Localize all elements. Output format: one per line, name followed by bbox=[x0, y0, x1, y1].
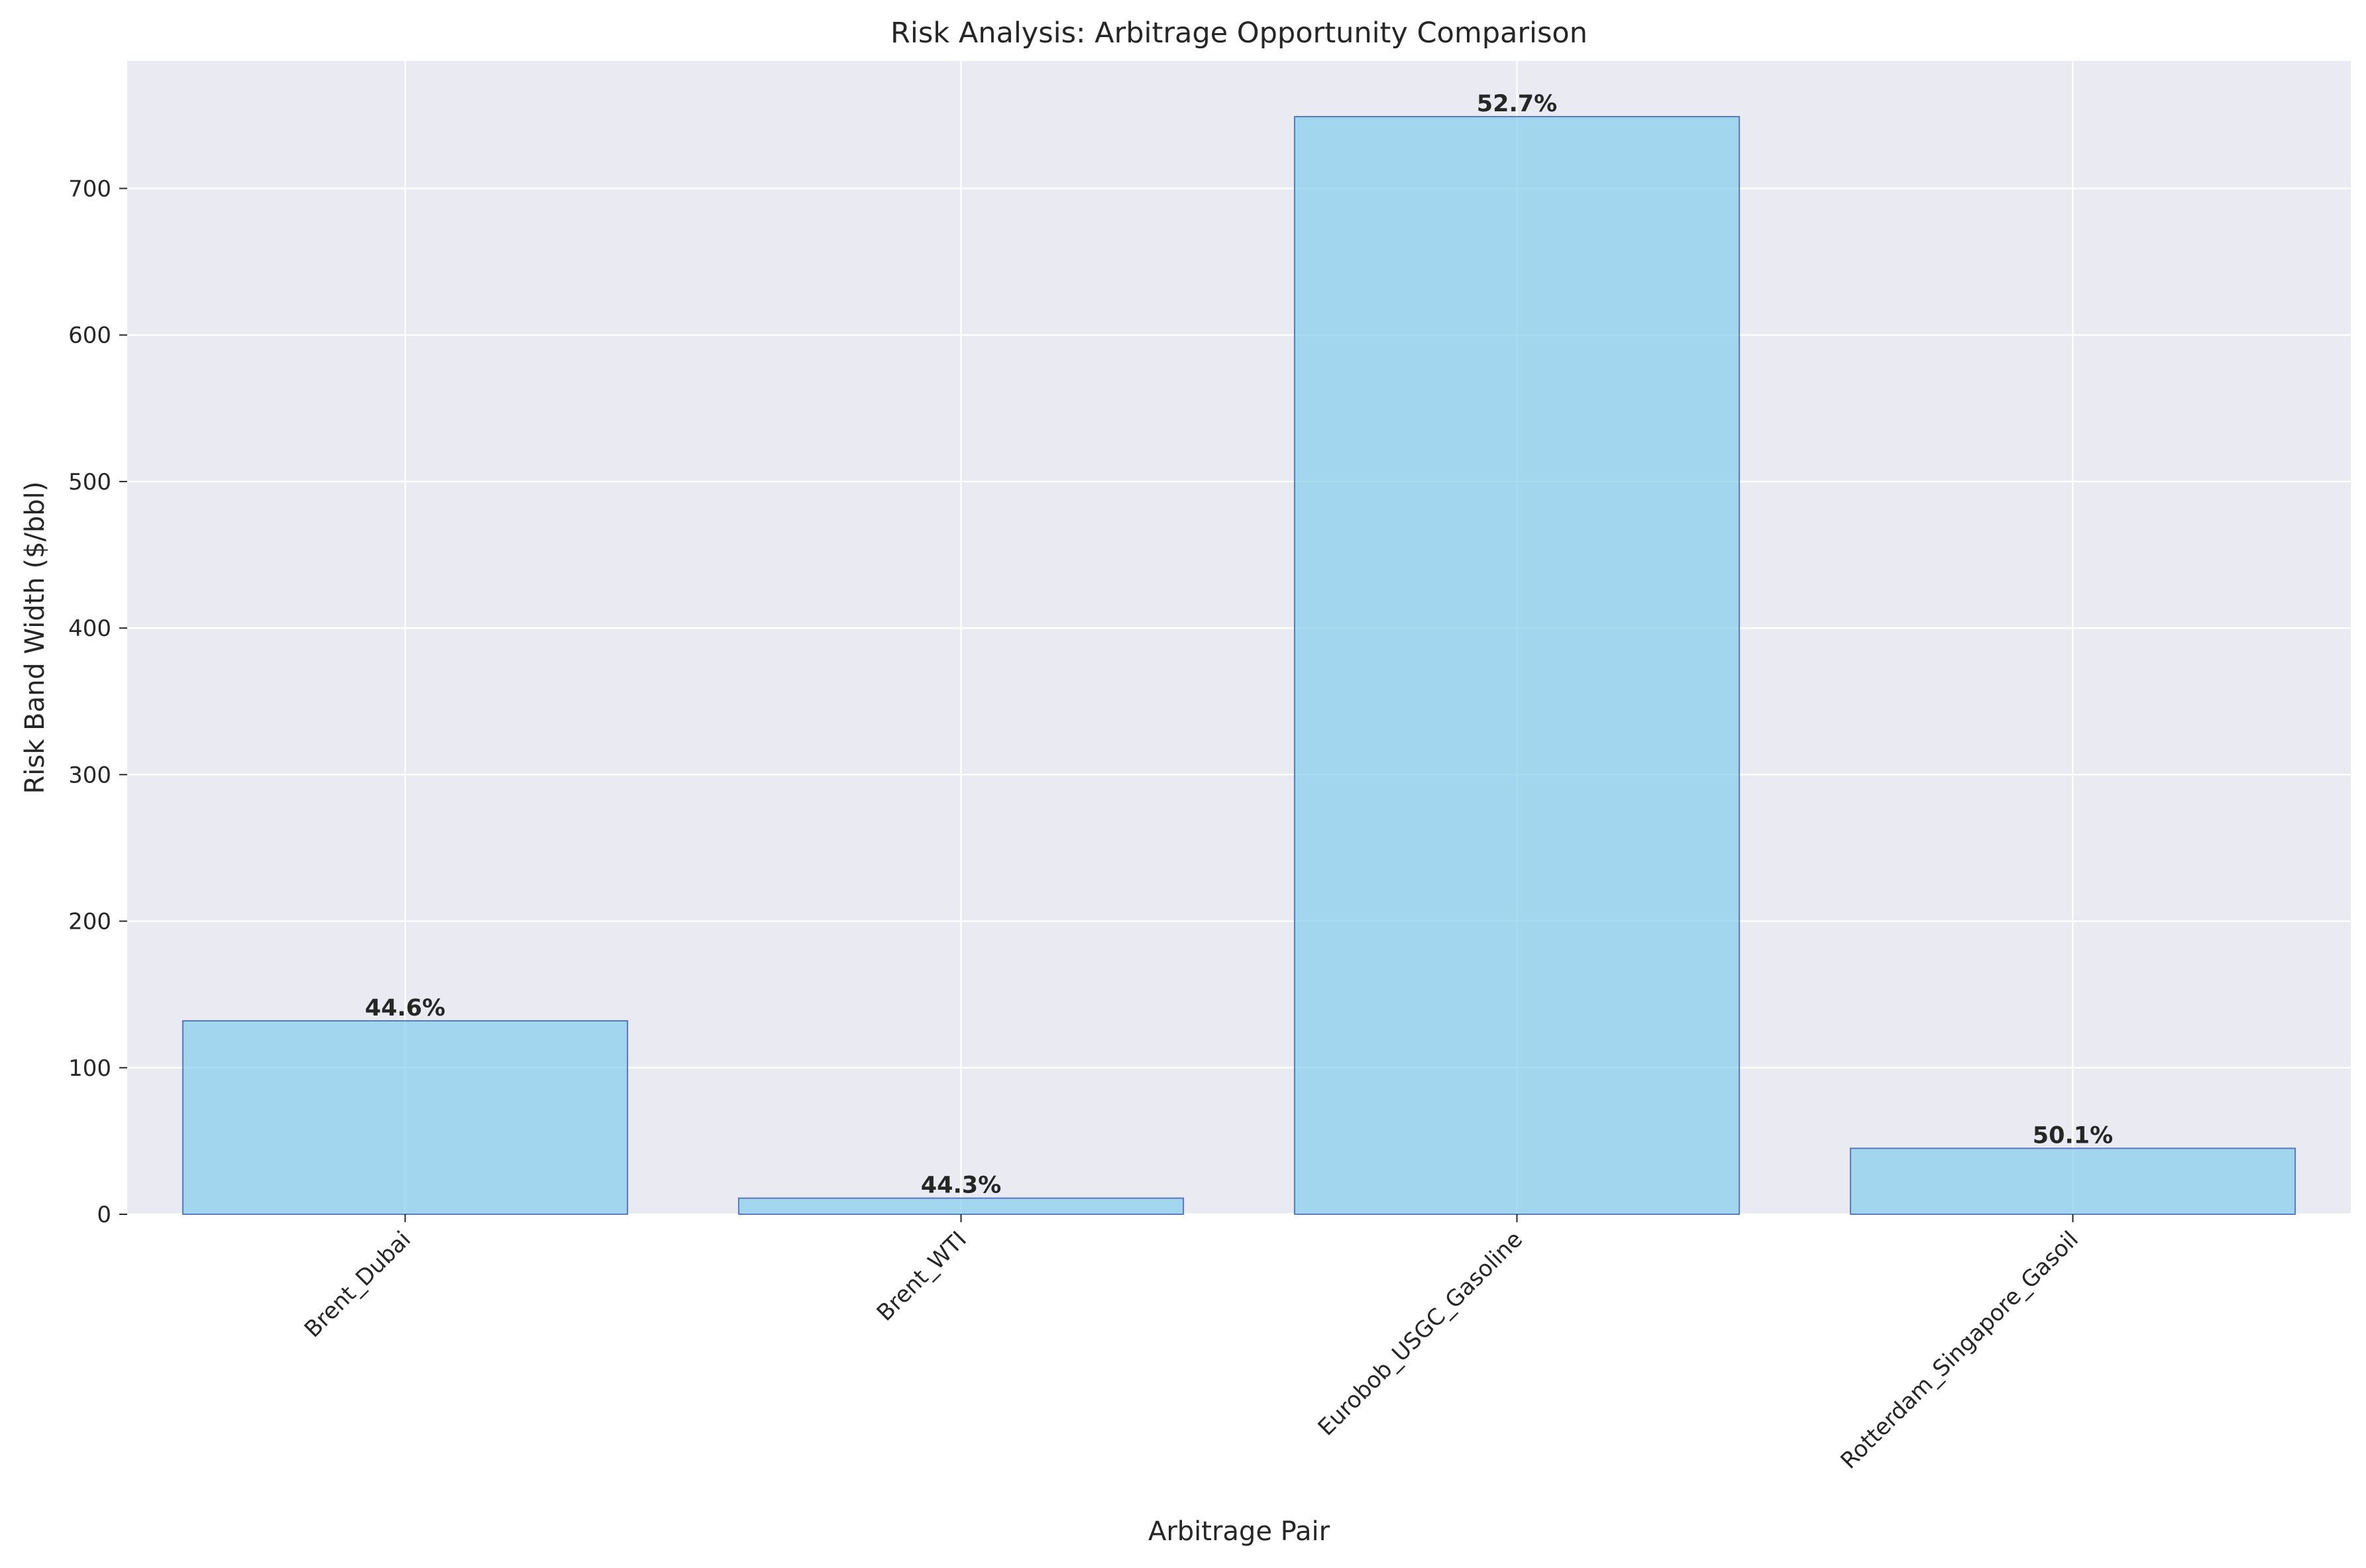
bar-value-label: 50.1% bbox=[2033, 1122, 2113, 1149]
x-axis-ticks: Brent_Dubai Brent_WTI Eurobob_USGC_Gasolin… bbox=[299, 1214, 2084, 1475]
bar-value-label: 44.3% bbox=[921, 1173, 1001, 1199]
x-tick-label: Eurobob_USGC_Gasoline bbox=[1313, 1226, 1528, 1441]
x-tick-label: Brent_Dubai bbox=[299, 1226, 416, 1343]
y-tick-label: 600 bbox=[68, 323, 111, 349]
y-tick-label: 100 bbox=[68, 1055, 111, 1082]
y-tick-label: 0 bbox=[97, 1202, 111, 1228]
y-tick-label: 500 bbox=[68, 469, 111, 496]
chart-title: Risk Analysis: Arbitrage Opportunity Com… bbox=[890, 17, 1587, 50]
y-tick-label: 300 bbox=[68, 762, 111, 788]
bar-eurobob-usgc-gasoline bbox=[1293, 116, 1741, 1216]
x-axis-label: Arbitrage Pair bbox=[1148, 1516, 1330, 1547]
x-tick-label: Brent_WTI bbox=[872, 1226, 972, 1326]
bar-brent-wti bbox=[737, 1197, 1185, 1215]
y-axis-label: Risk Band Width ($/bbl) bbox=[20, 482, 50, 794]
bar-value-label: 52.7% bbox=[1477, 91, 1557, 117]
y-tick-label: 400 bbox=[68, 615, 111, 642]
bar-value-label: 44.6% bbox=[365, 995, 445, 1021]
bar-value-labels: 44.6% 44.3% 52.7% 50.1% bbox=[365, 91, 2113, 1199]
bar-brent-dubai bbox=[182, 1019, 629, 1216]
x-tick-label: Rotterdam_Singapore_Gasoil bbox=[1835, 1226, 2083, 1474]
bars bbox=[182, 116, 2296, 1216]
y-tick-label: 200 bbox=[68, 909, 111, 935]
y-tick-label: 700 bbox=[68, 176, 111, 202]
y-axis-ticks: 0 100 200 300 400 500 600 700 bbox=[68, 176, 127, 1228]
bar-rotterdam-singapore-gasoil bbox=[1849, 1147, 2296, 1215]
